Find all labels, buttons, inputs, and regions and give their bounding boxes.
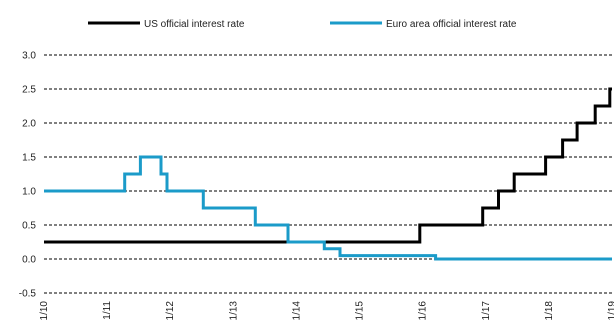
x-axis-ticks: 1/10 1/11 1/12 1/13 1/14 1/15 1/16 1/17 1/18 1/19 xyxy=(39,301,614,320)
y-tick-label: 1.5 xyxy=(22,153,36,164)
legend-label-euro: Euro area official interest rate xyxy=(386,19,517,30)
x-tick-label: 1/15 xyxy=(355,301,366,320)
x-tick-label: 1/18 xyxy=(544,301,555,320)
x-tick-label: 1/11 xyxy=(102,301,113,320)
legend: US official interest rate Euro area offi… xyxy=(88,19,517,30)
legend-label-us: US official interest rate xyxy=(144,19,245,30)
series-line-us xyxy=(44,87,612,244)
x-tick-label: 1/17 xyxy=(481,301,492,320)
series-line-euro xyxy=(44,155,612,261)
x-tick-label: 1/14 xyxy=(291,301,302,320)
x-tick-label: 1/10 xyxy=(39,301,50,320)
y-axis-ticks: 3.0 2.5 2.0 1.5 1.0 0.5 0.0 -0.5 xyxy=(19,51,37,300)
y-tick-label: 0.5 xyxy=(22,221,36,232)
y-tick-label: 2.0 xyxy=(22,119,36,130)
y-tick-label: 3.0 xyxy=(22,51,36,62)
x-tick-label: 1/12 xyxy=(165,301,176,320)
y-tick-label: -0.5 xyxy=(19,289,37,300)
plot-area xyxy=(44,87,612,261)
y-tick-label: 2.5 xyxy=(22,85,36,96)
y-tick-label: 0.0 xyxy=(22,255,36,266)
x-tick-label: 1/19 xyxy=(607,301,614,320)
x-tick-label: 1/13 xyxy=(228,301,239,320)
y-tick-label: 1.0 xyxy=(22,187,36,198)
x-tick-label: 1/16 xyxy=(418,301,429,320)
